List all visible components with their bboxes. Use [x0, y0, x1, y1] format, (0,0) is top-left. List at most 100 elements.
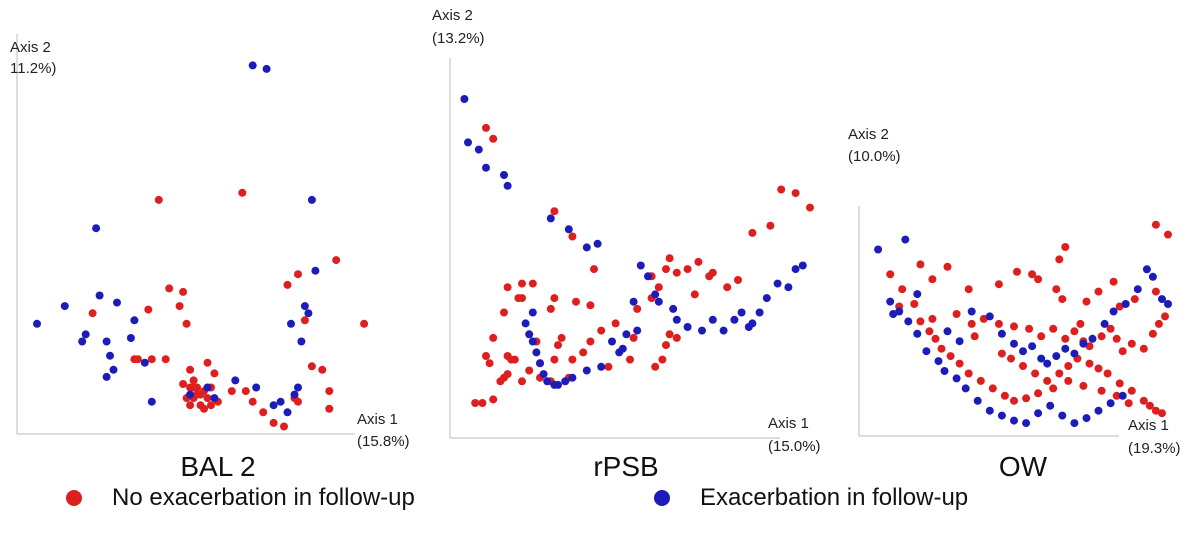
data-point	[973, 396, 982, 405]
data-point	[179, 380, 188, 388]
data-point	[723, 283, 732, 292]
data-point	[730, 315, 739, 324]
data-point	[734, 276, 742, 284]
data-point	[1109, 277, 1118, 286]
data-point	[633, 304, 642, 313]
data-point	[478, 399, 487, 407]
data-point	[1164, 300, 1172, 308]
data-point	[311, 266, 320, 275]
data-point	[550, 294, 559, 303]
data-point	[1019, 362, 1027, 370]
data-point	[102, 337, 111, 346]
data-point	[1055, 255, 1064, 264]
data-point	[586, 337, 595, 346]
data-point	[672, 333, 681, 342]
data-point	[597, 362, 606, 371]
data-point	[1064, 376, 1073, 385]
data-point	[985, 312, 994, 321]
data-point	[1106, 399, 1115, 408]
data-point	[784, 283, 793, 292]
data-point	[154, 195, 163, 204]
data-point	[102, 372, 111, 381]
x-axis-variance: (15.8%)	[357, 433, 410, 450]
data-point	[1010, 396, 1018, 405]
data-point	[248, 397, 257, 406]
data-point	[901, 235, 910, 244]
data-point	[1158, 409, 1166, 418]
data-point	[1076, 319, 1085, 328]
legend-exacerbation-label: Exacerbation in follow-up	[700, 484, 969, 511]
data-point	[1094, 406, 1103, 415]
data-point	[304, 309, 313, 318]
data-point	[332, 256, 341, 265]
data-point	[889, 310, 898, 318]
data-point	[1010, 339, 1018, 348]
data-point	[518, 279, 526, 288]
data-point	[806, 203, 814, 212]
legend-red-marker	[66, 490, 82, 506]
data-point	[147, 355, 156, 364]
data-point	[307, 362, 316, 371]
data-point	[1100, 319, 1109, 328]
data-point	[665, 254, 674, 263]
data-point	[705, 272, 714, 281]
data-point	[1148, 272, 1157, 281]
data-point	[290, 390, 299, 399]
data-point	[943, 327, 952, 336]
data-point	[748, 319, 757, 328]
data-point	[1064, 362, 1073, 370]
data-point	[489, 134, 498, 143]
data-point	[106, 351, 114, 360]
data-point	[568, 232, 577, 241]
data-point	[672, 315, 681, 324]
data-point	[287, 319, 295, 328]
data-point	[294, 383, 302, 392]
series-no-exacerbation	[88, 188, 369, 431]
data-point	[227, 387, 236, 396]
data-point	[1061, 344, 1070, 353]
data-point	[662, 341, 670, 350]
data-point	[1037, 332, 1046, 341]
data-point	[550, 207, 559, 216]
data-point	[1028, 342, 1037, 351]
data-point	[964, 369, 973, 378]
data-point	[1031, 369, 1040, 378]
data-point	[597, 326, 606, 335]
data-point	[1043, 359, 1052, 368]
data-point	[1070, 419, 1079, 428]
data-point	[1112, 334, 1121, 343]
data-point	[777, 185, 786, 194]
data-point	[203, 394, 212, 403]
data-point	[186, 401, 195, 410]
data-point	[1109, 307, 1118, 316]
data-point	[913, 329, 922, 338]
series-exacerbation	[874, 235, 1172, 428]
data-point	[318, 365, 327, 374]
data-point	[622, 330, 631, 339]
data-point	[88, 309, 97, 318]
y-axis-label: Axis 2	[432, 7, 473, 24]
data-point	[762, 294, 771, 303]
data-point	[964, 285, 973, 294]
data-point	[672, 268, 681, 277]
data-point	[651, 362, 660, 371]
data-point	[554, 341, 562, 350]
data-point	[294, 397, 302, 406]
data-point	[297, 337, 306, 346]
data-point	[997, 329, 1006, 338]
data-point	[997, 349, 1006, 358]
data-point	[698, 326, 706, 335]
data-point	[791, 265, 800, 274]
data-point	[1097, 386, 1106, 395]
data-point	[539, 370, 548, 379]
data-point	[1151, 406, 1160, 415]
data-point	[1142, 265, 1151, 274]
data-point	[1079, 381, 1088, 390]
data-point	[798, 261, 807, 270]
data-point	[193, 390, 201, 399]
data-point	[1115, 379, 1124, 388]
data-point	[262, 64, 271, 73]
data-point	[791, 189, 800, 198]
data-point	[532, 348, 541, 357]
data-point	[608, 337, 616, 346]
